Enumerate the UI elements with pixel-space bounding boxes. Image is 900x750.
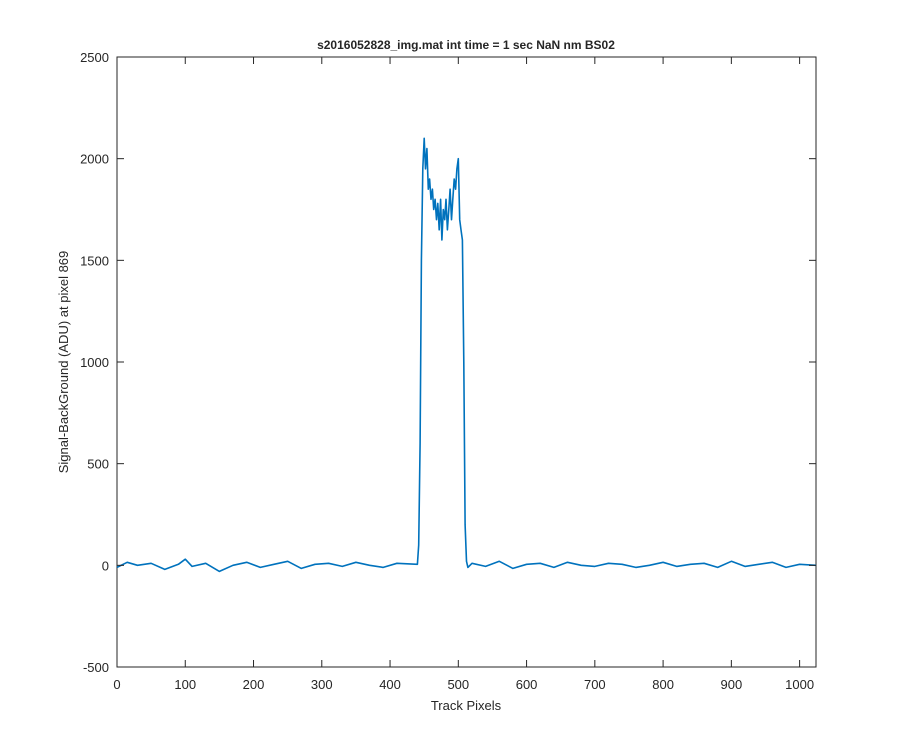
series-line-0 [116, 137, 817, 573]
x-tick-label: 500 [447, 677, 469, 692]
x-tick-label: 100 [174, 677, 196, 692]
x-tick-label: 900 [721, 677, 743, 692]
y-tick-label: 1000 [80, 355, 109, 370]
series-layer [116, 137, 817, 573]
x-tick-label: 800 [652, 677, 674, 692]
y-tick-label: 1500 [80, 253, 109, 268]
x-tick-label: 200 [243, 677, 265, 692]
y-axis-label: Signal-BackGround (ADU) at pixel 869 [56, 251, 71, 474]
axes-box [116, 56, 817, 668]
y-tick-label: 500 [87, 457, 109, 472]
x-tick-label: 600 [516, 677, 538, 692]
x-tick-label: 1000 [785, 677, 814, 692]
y-tick-label: 2000 [80, 152, 109, 167]
x-tick-label: 700 [584, 677, 606, 692]
y-tick-label: 2500 [80, 50, 109, 65]
y-tick-label: 0 [102, 558, 109, 573]
chart-title: s2016052828_img.mat int time = 1 sec NaN… [317, 38, 615, 52]
y-tick-label: -500 [83, 660, 109, 675]
x-axis-label: Track Pixels [431, 698, 502, 713]
x-tick-label: 0 [113, 677, 120, 692]
x-tick-label: 300 [311, 677, 333, 692]
x-tick-label: 400 [379, 677, 401, 692]
ticks-layer: 0 100 200 300 400 500 600 700 800 900 1000 -500 0 500… [80, 50, 816, 692]
plot-area: 0 100 200 300 400 500 600 700 800 900 1000 -500 0 500… [80, 50, 817, 692]
